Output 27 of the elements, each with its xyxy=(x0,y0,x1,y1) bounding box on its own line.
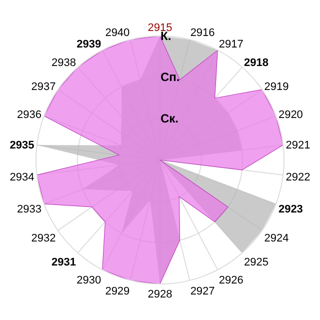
spoke-label: 2936 xyxy=(17,108,42,121)
spoke-label: 2932 xyxy=(31,232,56,244)
spoke-label: 2917 xyxy=(218,38,244,51)
spoke-label: 2939 xyxy=(76,38,102,51)
spoke-label: 2924 xyxy=(264,232,289,244)
y-tick-label: Ск. xyxy=(160,112,179,126)
spoke-label: 2920 xyxy=(278,108,303,121)
spoke-label: 2922 xyxy=(286,171,310,184)
spoke-label: 2933 xyxy=(17,203,42,216)
spoke-label: 2938 xyxy=(52,57,76,70)
spoke-label: 2926 xyxy=(218,274,244,287)
spoke-label: 2921 xyxy=(286,139,310,152)
spoke-label: 2919 xyxy=(264,80,289,93)
spoke-label: 2931 xyxy=(52,256,76,269)
spoke-label: 2934 xyxy=(10,171,34,184)
spoke-label: 2927 xyxy=(190,286,215,298)
spoke-label: 2930 xyxy=(76,274,102,287)
spoke-label: 2937 xyxy=(31,80,56,93)
y-tick-label: Сп. xyxy=(160,70,180,84)
spoke-label: 2940 xyxy=(105,26,130,39)
spoke-label: 2928 xyxy=(148,288,172,301)
spoke-label: 2916 xyxy=(190,26,215,39)
spoke-label: 2929 xyxy=(105,286,130,298)
spoke-label: 2935 xyxy=(10,139,34,152)
spoke-label: 2923 xyxy=(278,203,303,216)
spoke-label: 2925 xyxy=(244,256,268,269)
spoke-label: 2918 xyxy=(244,57,268,70)
